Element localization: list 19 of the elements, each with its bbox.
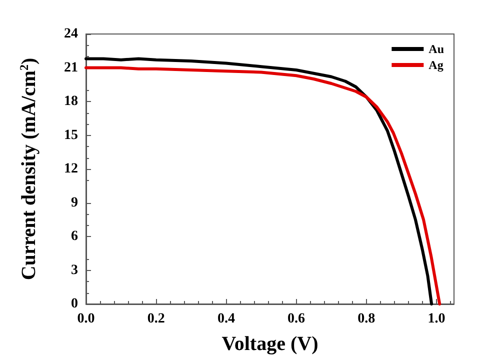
x-tick-label: 0.6 — [288, 312, 306, 326]
y-axis-title: Current density (mA/cm2) — [17, 58, 40, 280]
y-tick-label: 0 — [71, 296, 78, 312]
y-tick-label: 9 — [71, 195, 78, 210]
x-tick-label: 0.2 — [147, 312, 165, 326]
legend-label: Ag — [428, 58, 444, 72]
x-tick-label: 1.0 — [428, 312, 446, 326]
legend-label: Au — [428, 42, 444, 56]
y-tick-label: 6 — [71, 229, 78, 244]
y-tick-label: 12 — [64, 162, 78, 176]
x-axis-title: Voltage (V) — [222, 333, 318, 355]
x-tick-label: 0.4 — [217, 312, 235, 326]
y-tick-label: 15 — [64, 128, 78, 143]
y-tick-label: 18 — [64, 94, 78, 109]
y-tick-label: 21 — [64, 60, 78, 76]
x-tick-label: 0.0 — [77, 312, 95, 326]
x-tick-label: 0.8 — [358, 312, 376, 326]
y-tick-label: 3 — [71, 262, 78, 278]
y-tick-label: 24 — [64, 26, 78, 42]
